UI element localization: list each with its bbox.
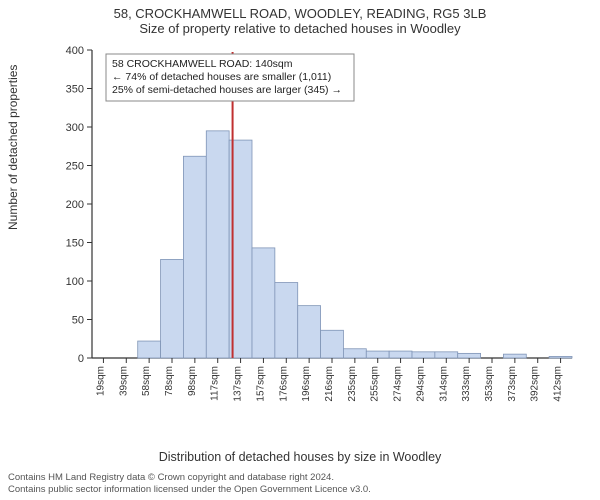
x-tick-label: 392sqm	[530, 366, 541, 402]
histogram-bar	[366, 351, 389, 358]
histogram-svg: 0 50 100 150 200 250 300 350 400 19sqm 39sqm 58sqm 7…	[60, 44, 580, 414]
x-tick-label: 157sqm	[255, 366, 266, 402]
x-tick-label: 314sqm	[438, 366, 449, 402]
annotation-line: ← 74% of detached houses are smaller (1,…	[112, 71, 331, 83]
x-tick-label: 333sqm	[461, 366, 472, 402]
svg-text:0: 0	[78, 353, 84, 365]
histogram-bar	[206, 131, 229, 358]
annotation-line: 25% of semi-detached houses are larger (…	[112, 84, 342, 96]
x-tick-label: 353sqm	[484, 366, 495, 402]
histogram-bar	[298, 306, 321, 358]
x-tick-label: 98sqm	[187, 366, 198, 396]
svg-text:250: 250	[66, 161, 84, 173]
x-tick-label: 196sqm	[301, 366, 312, 402]
histogram-bar	[435, 352, 458, 358]
x-tick-label: 58sqm	[141, 366, 152, 396]
x-tick-label: 412sqm	[553, 366, 564, 402]
annotation-line: 58 CROCKHAMWELL ROAD: 140sqm	[112, 58, 293, 70]
histogram-bar	[252, 248, 275, 358]
svg-text:100: 100	[66, 276, 84, 288]
chart-subtitle: Size of property relative to detached ho…	[0, 21, 600, 40]
footer-line-2: Contains public sector information licen…	[8, 484, 592, 496]
svg-text:300: 300	[66, 122, 84, 134]
chart-title-address: 58, CROCKHAMWELL ROAD, WOODLEY, READING,…	[0, 0, 600, 21]
histogram-bar	[549, 356, 572, 358]
svg-text:150: 150	[66, 238, 84, 250]
histogram-bar	[183, 156, 206, 358]
x-tick-label: 294sqm	[415, 366, 426, 402]
histogram-bar	[138, 341, 161, 358]
histogram-bar	[321, 330, 344, 358]
x-tick-label: 216sqm	[324, 366, 335, 402]
svg-text:400: 400	[66, 45, 84, 57]
x-tick-label: 176sqm	[278, 366, 289, 402]
svg-text:350: 350	[66, 84, 84, 96]
x-tick-label: 19sqm	[95, 366, 106, 396]
histogram-bar	[503, 354, 526, 358]
x-tick-label: 255sqm	[370, 366, 381, 402]
histogram-bar	[389, 351, 412, 358]
svg-text:200: 200	[66, 199, 84, 211]
x-axis-label: Distribution of detached houses by size …	[0, 450, 600, 464]
histogram-bar	[412, 352, 435, 358]
chart-area: 0 50 100 150 200 250 300 350 400 19sqm 39sqm 58sqm 7…	[60, 44, 580, 414]
svg-text:50: 50	[72, 315, 84, 327]
x-tick-label: 137sqm	[233, 366, 244, 402]
histogram-bar	[458, 353, 481, 358]
x-tick-label: 39sqm	[118, 366, 129, 396]
histogram-bar	[161, 259, 184, 358]
footer-attribution: Contains HM Land Registry data © Crown c…	[0, 472, 600, 496]
x-tick-label: 274sqm	[393, 366, 404, 402]
footer-line-1: Contains HM Land Registry data © Crown c…	[8, 472, 592, 484]
histogram-bar	[343, 349, 366, 358]
x-tick-label: 117sqm	[210, 366, 221, 401]
y-axis-label: Number of detached properties	[6, 65, 20, 230]
x-tick-label: 78sqm	[164, 366, 175, 396]
histogram-bar	[275, 283, 298, 358]
x-tick-label: 235sqm	[347, 366, 358, 402]
x-tick-label: 373sqm	[507, 366, 518, 402]
